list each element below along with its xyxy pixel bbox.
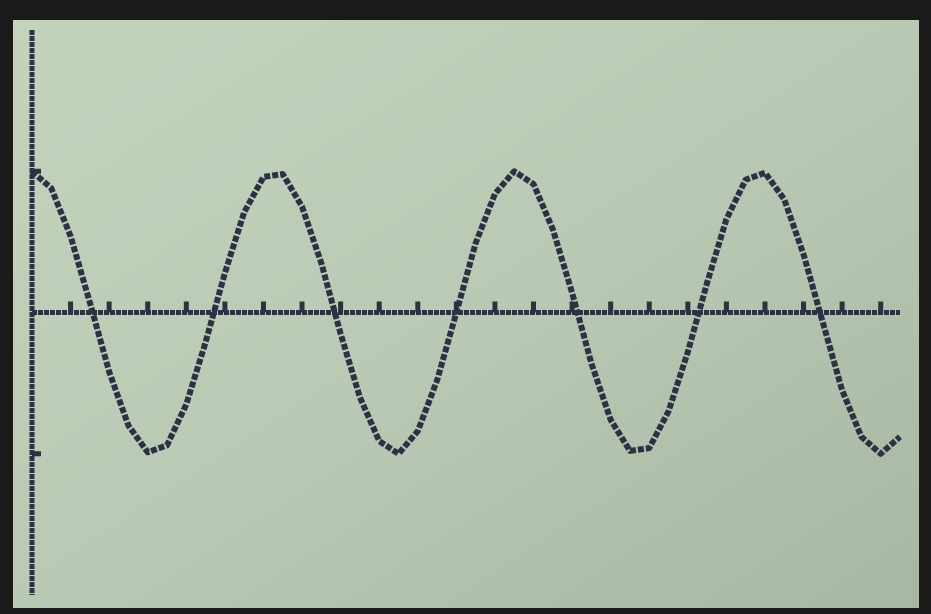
- plot: [29, 30, 902, 595]
- curve: [30, 168, 902, 457]
